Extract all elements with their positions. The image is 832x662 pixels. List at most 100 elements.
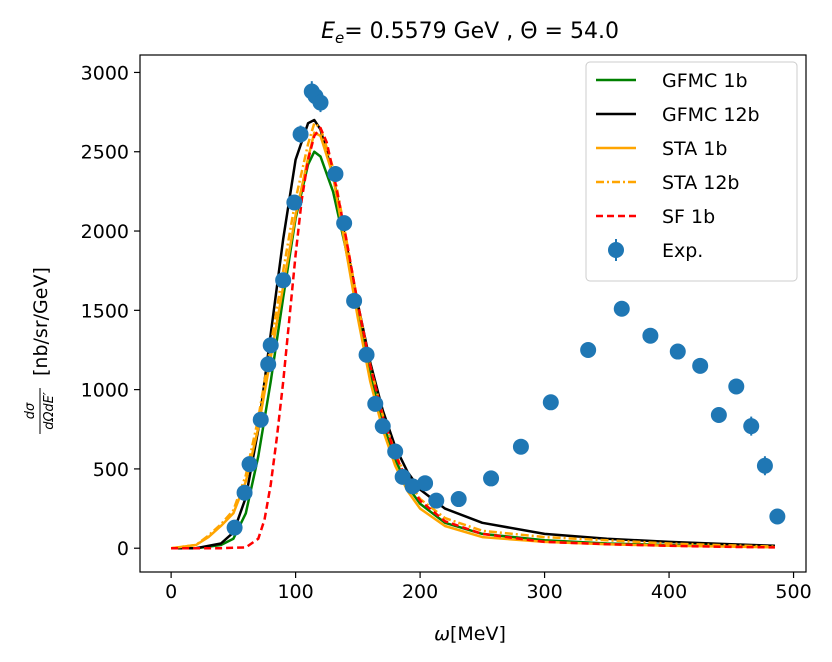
y-label-denominator: dΩdE′	[42, 392, 57, 430]
y-label-unit: [nb/sr/GeV]	[30, 267, 52, 376]
exp-point	[236, 484, 253, 501]
exp-marker	[756, 457, 773, 474]
exp-point	[669, 343, 686, 360]
exp-point	[312, 93, 329, 113]
legend-box	[585, 61, 798, 282]
exp-marker	[275, 272, 292, 289]
exp-point	[346, 292, 363, 309]
exp-marker	[428, 492, 445, 509]
exp-marker	[743, 418, 760, 435]
legend-label: Exp.	[662, 240, 703, 262]
experiment-points	[226, 81, 786, 536]
exp-marker	[252, 411, 269, 428]
exp-point	[275, 272, 292, 289]
y-axis-label: dσ dΩdE′ [nb/sr/GeV]	[23, 267, 57, 434]
title-prefix: E	[321, 19, 335, 44]
exp-marker	[450, 491, 467, 508]
exp-marker	[580, 341, 597, 358]
y-tick-label: 500	[93, 459, 129, 481]
legend-label: GFMC 12b	[662, 104, 760, 126]
exp-marker	[710, 406, 727, 423]
x-tick-label: 100	[277, 581, 313, 603]
exp-marker	[512, 438, 529, 455]
exp-marker	[260, 356, 277, 373]
exp-marker	[542, 394, 559, 411]
exp-marker	[292, 126, 309, 143]
legend: GFMC 1b GFMC 12b STA 1b STA 12b SF 1b Exp.	[585, 61, 798, 282]
legend-label: STA 1b	[662, 138, 727, 160]
exp-point	[292, 125, 309, 144]
exp-point	[404, 478, 421, 495]
exp-marker	[394, 468, 411, 485]
exp-point	[252, 411, 269, 428]
exp-point	[728, 378, 745, 395]
y-tick-label: 1000	[81, 380, 129, 402]
series-line-sta-12b	[170, 121, 775, 550]
x-axis-symbol: ω	[434, 623, 450, 645]
exp-marker	[286, 194, 303, 211]
exp-marker	[692, 357, 709, 374]
x-axis-unit: [MeV]	[450, 623, 506, 645]
exp-point	[387, 443, 404, 460]
x-tick-label: 500	[775, 581, 811, 603]
exp-marker	[404, 478, 421, 495]
exp-point	[374, 418, 391, 435]
exp-marker	[262, 337, 279, 354]
axes-ticks: 0 100 200 300 400 500 0 500 1000 1500 2000 2500 3000	[81, 62, 812, 603]
exp-point	[710, 406, 727, 423]
x-tick-label: 200	[402, 581, 438, 603]
x-tick-label: 300	[526, 581, 562, 603]
exp-point	[756, 456, 773, 476]
exp-marker	[241, 456, 258, 473]
exp-point	[262, 337, 279, 354]
chart-title: Ee= 0.5579 GeV , Θ = 54.0	[321, 19, 619, 47]
y-tick-label: 2000	[81, 221, 129, 243]
exp-marker	[387, 443, 404, 460]
exp-marker	[327, 165, 344, 182]
exp-point	[613, 300, 630, 317]
exp-marker	[312, 94, 329, 111]
title-subscript: e	[335, 29, 344, 47]
exp-point	[692, 357, 709, 374]
exp-point	[743, 416, 760, 436]
y-tick-label: 1500	[81, 300, 129, 322]
exp-marker	[417, 475, 434, 492]
exp-marker	[769, 508, 786, 525]
exp-point	[542, 394, 559, 411]
exp-point	[367, 395, 384, 412]
x-tick-label: 400	[651, 581, 687, 603]
exp-point	[327, 165, 344, 182]
exp-marker	[336, 215, 353, 232]
y-tick-label: 3000	[81, 62, 129, 84]
x-tick-label: 0	[165, 581, 177, 603]
legend-label: GFMC 1b	[662, 70, 748, 92]
exp-point	[769, 508, 786, 525]
exp-point	[512, 438, 529, 455]
x-axis-label: ω[MeV]	[434, 623, 506, 645]
legend-label: STA 12b	[662, 172, 739, 194]
exp-point	[428, 492, 445, 509]
exp-marker	[642, 327, 659, 344]
exp-point	[417, 475, 434, 492]
exp-point	[260, 356, 277, 373]
exp-marker	[728, 378, 745, 395]
legend-swatch-marker	[608, 242, 624, 258]
exp-marker	[367, 395, 384, 412]
exp-point	[483, 470, 500, 487]
exp-marker	[669, 343, 686, 360]
exp-point	[642, 327, 659, 344]
exp-point	[580, 341, 597, 358]
plot-frame	[139, 54, 807, 573]
exp-point	[226, 519, 243, 536]
y-tick-label: 0	[117, 538, 129, 560]
exp-point	[286, 194, 303, 211]
exp-marker	[483, 470, 500, 487]
y-tick-label: 2500	[81, 142, 129, 164]
exp-point	[450, 491, 467, 508]
exp-point	[394, 468, 411, 485]
exp-marker	[613, 300, 630, 317]
exp-point	[241, 456, 258, 473]
exp-marker	[226, 519, 243, 536]
exp-marker	[236, 484, 253, 501]
